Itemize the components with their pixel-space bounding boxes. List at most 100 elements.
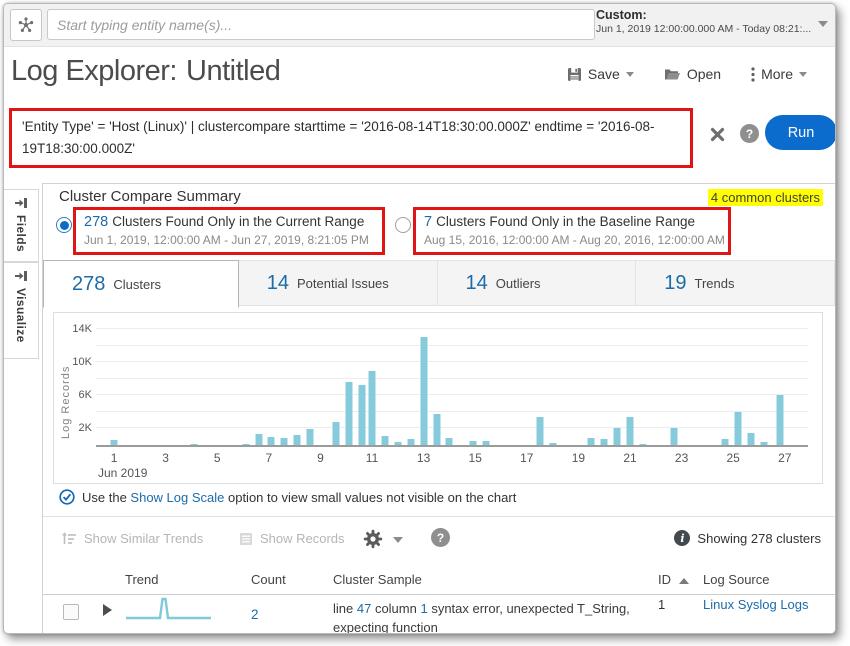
chart-bar[interactable] [747,432,755,445]
trend-sparkline [123,594,215,626]
baseline-range-label: Clusters Found Only in the Baseline Rang… [436,214,695,229]
top-bar: Custom: Jun 1, 2019 12:00:00.000 AM - To… [4,4,835,47]
chart-bar[interactable] [420,337,428,445]
tab-clusters[interactable]: 278 Clusters [43,260,239,308]
chart-bar[interactable] [345,382,353,445]
chart-bar[interactable] [587,437,595,445]
page-title-prefix: Log Explorer: [11,55,178,87]
chart-bar[interactable] [721,439,729,445]
entity-picker-button[interactable] [10,9,42,41]
chart-bar[interactable] [358,384,366,445]
run-button[interactable]: Run [765,115,835,150]
chart-bar[interactable] [776,395,784,445]
baseline-range-radio[interactable] [395,217,411,233]
chart-bar[interactable] [600,439,608,445]
chart-bar[interactable] [469,440,477,445]
tab-potential-issues-count: 14 [266,271,289,294]
log-scale-note: Use the Show Log Scale option to view sm… [59,489,516,505]
row-count-link[interactable]: 2 [251,607,259,622]
chart-bar[interactable] [190,443,198,445]
chart-bar[interactable] [293,435,301,445]
chart-bar[interactable] [381,435,389,445]
chart-x-tick-label: 11 [365,451,379,465]
chart-bar[interactable] [394,441,402,445]
chart-bar[interactable] [332,421,340,445]
baseline-range-count: 7 [424,214,433,230]
chart-x-ticks: 1 3 5 7 9 11 13 15 17 19 21 23 25 27 [96,451,808,466]
current-range-annotation-box: 278 Clusters Found Only in the Current Ra… [73,207,385,255]
time-range-picker[interactable]: Custom: Jun 1, 2019 12:00:00.000 AM - To… [596,7,828,45]
chart-bar[interactable] [433,413,441,445]
chart-x-tick-label: 21 [623,451,637,465]
show-similar-trends-button[interactable]: Show Similar Trends [61,531,203,546]
header-actions: Save Open More [567,66,807,82]
chart-y-tick-label: 6K [78,389,92,402]
chart-x-tick-label: 15 [468,451,482,465]
chart-y-tick-label: 10K [72,356,92,369]
open-button[interactable]: Open [664,66,721,82]
tab-potential-issues[interactable]: 14 Potential Issues [238,260,438,306]
sidebar-tab-visualize[interactable]: Visualize [4,262,39,359]
chart-bar[interactable] [267,436,275,445]
query-input[interactable]: 'Entity Type' = 'Host (Linux)' | cluster… [9,108,693,168]
row-log-source-link[interactable]: Linux Syslog Logs [703,597,809,612]
more-dots-icon [751,66,755,82]
chart-bar[interactable] [306,429,314,445]
more-button[interactable]: More [751,66,807,82]
chart-y-tick-label: 14K [72,323,92,336]
chart-bar[interactable] [549,442,557,445]
row-checkbox[interactable] [63,604,79,620]
chart-bar[interactable] [368,370,376,445]
gear-caret-icon[interactable] [393,537,403,543]
column-header-count[interactable]: Count [251,572,286,587]
column-header-trend[interactable]: Trend [125,572,159,587]
column-header-log-source[interactable]: Log Source [703,572,770,587]
check-circle-icon [59,489,75,505]
chart-bar[interactable] [536,416,544,445]
chart-bar[interactable] [445,438,453,445]
save-button[interactable]: Save [567,66,634,82]
time-range-label: Custom: [596,8,647,22]
chart-bar[interactable] [613,427,621,445]
records-list-icon [239,532,253,546]
chart-bar[interactable] [626,416,634,445]
expand-panel-icon [14,270,28,282]
chart-bar[interactable] [242,444,250,445]
sidebar-tab-fields[interactable]: Fields [4,189,39,262]
clear-query-icon[interactable] [710,127,725,142]
entity-search-input[interactable] [47,9,595,40]
chart-bar[interactable] [255,434,263,445]
tab-trends[interactable]: 19 Trends [636,260,835,306]
column-header-cluster-sample[interactable]: Cluster Sample [333,572,422,587]
toolbar-help-icon[interactable]: ? [431,528,450,547]
current-range-dates: Jun 1, 2019, 12:00:00 AM - Jun 27, 2019,… [84,233,369,247]
chart-x-tick-label: 17 [520,451,534,465]
chart-gridline [96,328,808,330]
column-header-id[interactable]: ID [658,572,689,587]
current-range-radio[interactable] [56,217,72,233]
row-expand-icon[interactable] [103,604,112,616]
sidebar-tab-visualize-label: Visualize [14,288,28,343]
chart-bar[interactable] [670,428,678,445]
time-range-caret-icon [818,21,828,27]
time-range-value: Jun 1, 2019 12:00:00.000 AM - Today 08:2… [596,23,812,35]
chart-gridline [96,344,808,346]
chart-bar[interactable] [734,411,742,445]
chart-bar[interactable] [639,443,647,445]
chart-bar[interactable] [280,437,288,445]
chart-bar[interactable] [482,440,490,445]
show-log-scale-link[interactable]: Show Log Scale [130,489,225,505]
chart-y-tick-label: 2K [78,422,92,435]
chart-bar[interactable] [110,440,118,445]
tab-outliers[interactable]: 14 Outliers [437,260,637,306]
settings-gear-button[interactable] [363,529,383,549]
chart-bar[interactable] [760,441,768,445]
query-help-icon[interactable]: ? [740,124,759,143]
tab-outliers-count: 14 [465,271,488,294]
show-records-button[interactable]: Show Records [239,531,345,546]
app-window: Custom: Jun 1, 2019 12:00:00.000 AM - To… [3,3,836,634]
current-range-label: Clusters Found Only in the Current Range [112,214,365,229]
chart-bar[interactable] [407,439,415,445]
baseline-range-dates: Aug 15, 2016, 12:00:00 AM - Aug 20, 2016… [424,233,725,247]
tab-clusters-label: Clusters [113,276,162,292]
